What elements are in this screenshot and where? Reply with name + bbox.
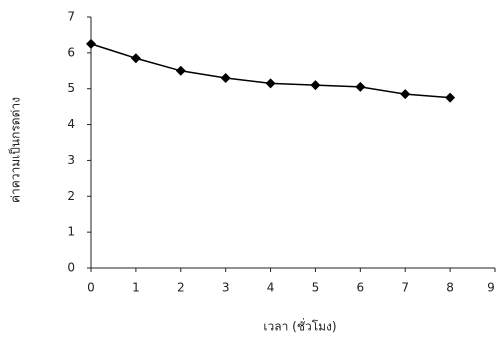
x-tick-label: 0 bbox=[87, 281, 95, 295]
marker bbox=[176, 66, 186, 76]
x-tick-label: 9 bbox=[487, 281, 495, 295]
y-tick-label: 7 bbox=[67, 10, 75, 24]
marker bbox=[445, 93, 455, 103]
x-tick-label: 8 bbox=[446, 281, 454, 295]
y-tick-label: 3 bbox=[67, 153, 75, 167]
y-tick-label: 4 bbox=[67, 117, 75, 131]
chart: เวลา (ชั่วโมง) ค่าความเป็นกรดด่าง 0 1 2 3 4 5… bbox=[0, 0, 496, 341]
marker bbox=[400, 89, 410, 99]
y-tick-label: 1 bbox=[67, 225, 75, 239]
y-tick-label: 6 bbox=[67, 45, 75, 59]
marker bbox=[131, 53, 141, 63]
marker bbox=[221, 73, 231, 83]
data-line bbox=[91, 44, 450, 98]
x-tick-label: 1 bbox=[132, 281, 140, 295]
marker bbox=[355, 82, 365, 92]
marker bbox=[310, 80, 320, 90]
y-tick-label: 2 bbox=[67, 189, 75, 203]
marker bbox=[86, 39, 96, 49]
x-tick-label: 3 bbox=[222, 281, 230, 295]
x-tick-label: 2 bbox=[177, 281, 185, 295]
x-tick-label: 4 bbox=[267, 281, 275, 295]
y-tick-label: 5 bbox=[67, 81, 75, 95]
x-tick-label: 7 bbox=[401, 281, 409, 295]
x-axis-title: เวลา (ชั่วโมง) bbox=[263, 318, 336, 334]
x-tick-label: 5 bbox=[312, 281, 320, 295]
marker bbox=[266, 78, 276, 88]
x-tick-label: 6 bbox=[357, 281, 365, 295]
y-axis-title: ค่าความเป็นกรดด่าง bbox=[8, 97, 23, 203]
y-tick-label: 0 bbox=[67, 261, 75, 275]
